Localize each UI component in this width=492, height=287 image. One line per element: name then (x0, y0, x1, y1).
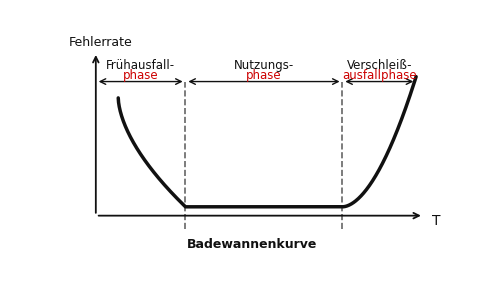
Text: ausfallphase: ausfallphase (342, 69, 417, 82)
Text: T: T (432, 214, 441, 228)
Text: phase: phase (246, 69, 282, 82)
Text: Fehlerrate: Fehlerrate (69, 36, 133, 49)
Text: Frühausfall-: Frühausfall- (106, 59, 175, 72)
Text: Nutzungs-: Nutzungs- (234, 59, 294, 72)
Text: phase: phase (123, 69, 158, 82)
Text: Badewannenkurve: Badewannenkurve (187, 238, 317, 251)
Text: Verschleiß-: Verschleiß- (346, 59, 412, 72)
